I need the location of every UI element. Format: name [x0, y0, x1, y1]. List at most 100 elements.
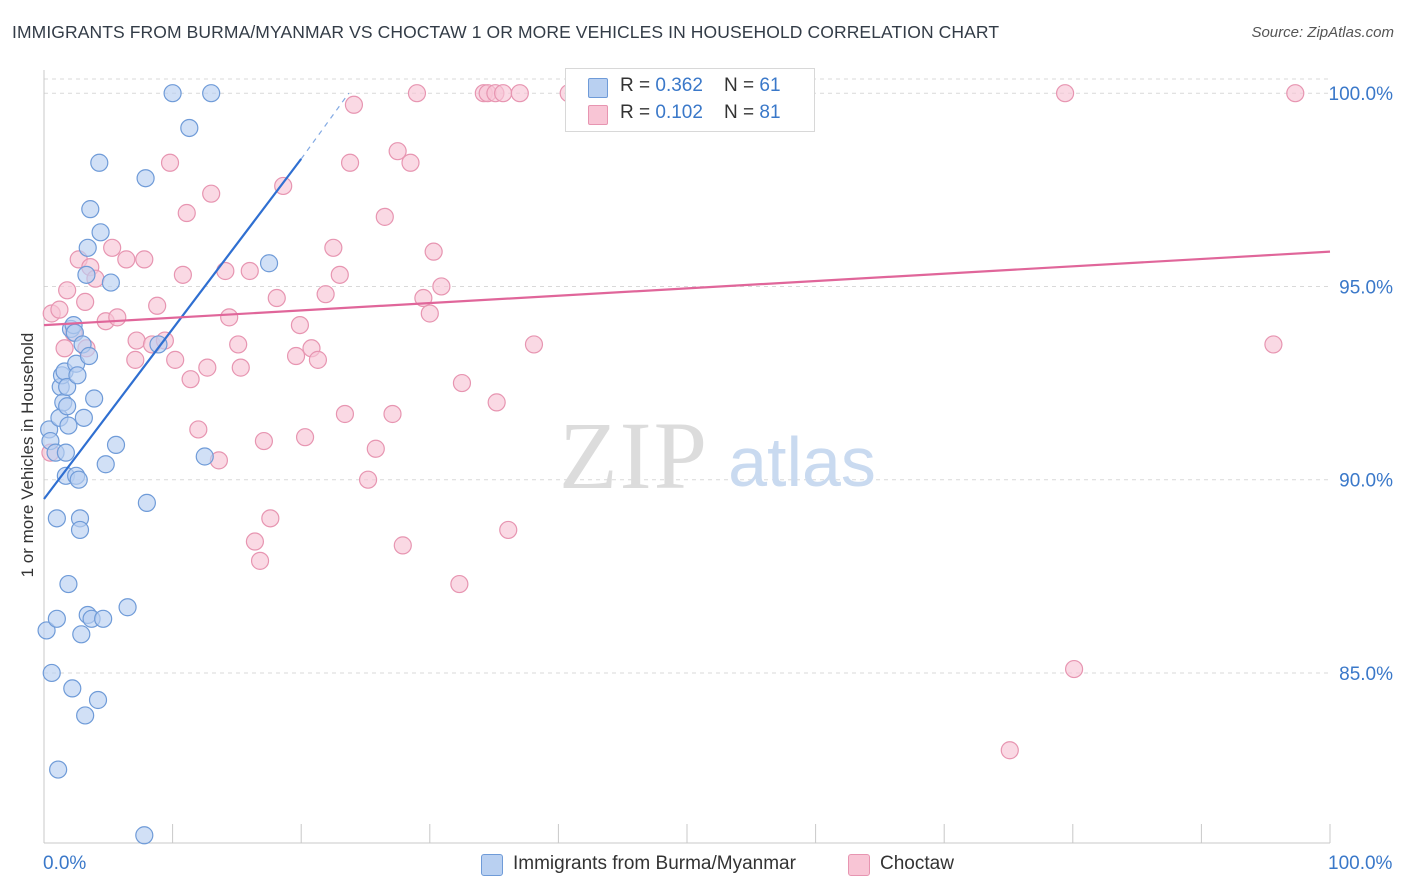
burma-point-15 [58, 377, 77, 397]
burma-point-41 [90, 153, 109, 172]
burma-trend-extension [300, 92, 350, 160]
burma-point-42 [91, 223, 110, 242]
choctaw-r-label: R = [620, 102, 656, 123]
choctaw-point-17 [135, 250, 154, 269]
choctaw-point-22 [166, 350, 185, 369]
choctaw-point-34 [240, 261, 259, 281]
burma-point-45 [101, 273, 120, 292]
burma-n-value: 61 [759, 75, 781, 96]
burma-point-32 [76, 706, 95, 725]
choctaw-point-53 [366, 439, 385, 458]
choctaw-point-39 [267, 288, 286, 308]
choctaw-point-31 [220, 308, 239, 327]
choctaw-point-25 [181, 370, 200, 389]
burma-point-33 [77, 265, 96, 284]
choctaw-point-27 [198, 358, 217, 377]
choctaw-point-36 [250, 551, 270, 570]
watermark-zip: ZIP [559, 402, 709, 509]
choctaw-point-19 [148, 296, 167, 315]
chart-title: IMMIGRANTS FROM BURMA/MYANMAR VS CHOCTAW… [12, 22, 1000, 42]
choctaw-point-63 [432, 277, 451, 296]
choctaw-point-61 [420, 304, 439, 323]
choctaw-point-41 [286, 346, 306, 366]
choctaw-point-70 [494, 84, 513, 103]
burma-point-28 [70, 520, 90, 540]
burma-point-43 [94, 609, 113, 628]
burma-point-20 [63, 679, 82, 698]
burma-point-18 [59, 574, 78, 594]
burma-points [37, 84, 279, 845]
choctaw-point-3 [55, 339, 74, 358]
burma-point-44 [96, 455, 115, 474]
choctaw-point-65 [452, 373, 472, 393]
choctaw-point-42 [290, 315, 310, 335]
choctaw-point-72 [510, 84, 529, 103]
choctaw-point-37 [254, 431, 274, 451]
burma-point-34 [78, 238, 97, 257]
y-tick-label-85: 85.0% [1339, 664, 1393, 685]
y-tick-label-100: 100.0% [1329, 84, 1394, 105]
burma-point-52 [163, 84, 182, 103]
choctaw-point-14 [117, 250, 136, 269]
burma-legend-label: Immigrants from Burma/Myanmar [513, 853, 796, 874]
choctaw-point-69 [487, 393, 506, 412]
choctaw-trend-line [43, 250, 1331, 327]
burma-point-31 [74, 408, 93, 427]
choctaw-point-35 [245, 532, 265, 551]
burma-point-39 [85, 389, 104, 408]
burma-point-26 [69, 470, 88, 489]
y-tick-labels: 85.0% 90.0% 95.0% 100.0% [1329, 84, 1394, 685]
choctaw-point-77 [1000, 741, 1019, 760]
choctaw-n-value: 81 [759, 102, 781, 123]
burma-r-value: 0.362 [655, 75, 703, 96]
burma-point-51 [149, 335, 168, 354]
choctaw-legend-label: Choctaw [880, 853, 954, 874]
choctaw-point-62 [424, 242, 443, 261]
choctaw-point-49 [335, 404, 355, 424]
burma-legend-swatch [481, 854, 503, 876]
burma-point-46 [106, 435, 126, 455]
burma-point-16 [58, 397, 77, 416]
choctaw-point-78 [1055, 84, 1075, 103]
x-tick-label-min: 0.0% [43, 853, 87, 874]
choctaw-point-55 [383, 404, 402, 424]
choctaw-point-40 [274, 176, 293, 196]
choctaw-point-46 [316, 285, 335, 304]
watermark-atlas: atlas [728, 423, 876, 501]
choctaw-point-59 [407, 84, 427, 103]
choctaw-point-4 [58, 281, 77, 300]
burma-point-56 [259, 254, 279, 273]
choctaw-point-64 [450, 574, 469, 594]
choctaw-point-52 [358, 470, 378, 489]
choctaw-point-73 [524, 335, 544, 354]
burma-swatch [588, 78, 608, 98]
burma-point-53 [180, 118, 199, 138]
y-axis-label: 1 or more Vehicles in Household [18, 332, 37, 578]
burma-point-14 [56, 443, 75, 462]
choctaw-point-80 [1264, 335, 1283, 354]
x-tick-label-max: 100.0% [1328, 853, 1393, 874]
choctaw-point-45 [308, 350, 328, 369]
burma-point-40 [88, 690, 108, 710]
correlation-legend: R = 0.362 N = 61 R = 0.102 N = 81 [565, 68, 815, 132]
burma-point-49 [136, 169, 155, 188]
burma-point-55 [202, 84, 221, 103]
choctaw-point-56 [388, 142, 407, 161]
grid-lines [44, 78, 1330, 674]
choctaw-swatch [588, 105, 608, 125]
choctaw-point-38 [261, 509, 280, 528]
choctaw-point-28 [202, 184, 221, 203]
burma-point-6 [47, 609, 66, 628]
burma-r-label: R = [620, 75, 656, 96]
burma-point-29 [72, 625, 91, 644]
choctaw-point-79 [1064, 659, 1084, 679]
burma-point-17 [59, 416, 78, 435]
choctaw-point-48 [330, 265, 349, 284]
choctaw-legend-swatch [848, 854, 870, 876]
choctaw-point-24 [177, 203, 196, 223]
choctaw-point-23 [173, 265, 192, 284]
choctaw-point-26 [189, 420, 208, 439]
burma-point-3 [42, 663, 61, 683]
choctaw-point-71 [499, 520, 518, 540]
